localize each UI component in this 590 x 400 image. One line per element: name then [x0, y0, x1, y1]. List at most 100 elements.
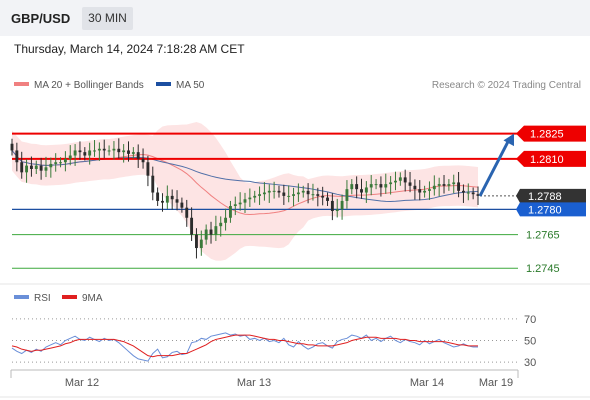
candle-body [248, 197, 252, 200]
candle-body [243, 199, 247, 203]
candle-body [335, 209, 339, 212]
candle-body [471, 192, 475, 195]
legend-ma9-label: 9MA [82, 293, 103, 304]
candle-body [44, 167, 48, 171]
candle-body [63, 158, 67, 163]
candle-body [122, 150, 126, 153]
candle-body [88, 150, 92, 156]
last-price-tag [516, 188, 586, 203]
candle-body [384, 184, 388, 188]
candle-body [452, 182, 456, 185]
candle-body [141, 158, 145, 163]
support-label: 1.2765 [526, 230, 560, 242]
candle-body [190, 217, 194, 235]
candle-body [127, 150, 130, 154]
candle-body [224, 217, 228, 223]
candle-body [15, 150, 19, 163]
candle-body [457, 182, 461, 191]
candle-body [83, 152, 87, 156]
candle-body [219, 222, 223, 227]
candle-body [432, 185, 436, 190]
ma50-swatch [156, 82, 171, 87]
candle-body [403, 177, 407, 183]
candle-body [296, 192, 300, 195]
candle-body [330, 200, 334, 212]
candle-body [437, 184, 441, 186]
candle-body [389, 182, 393, 185]
candle-body [282, 192, 286, 196]
candle-body [253, 195, 257, 198]
candle-body [199, 239, 203, 249]
candle-body [175, 199, 179, 203]
rsi-swatch [14, 295, 29, 300]
support-label: 1.2745 [526, 263, 560, 275]
datetime: Thursday, March 14, 2024 7:18:28 AM CET [14, 42, 245, 56]
candle-body [117, 148, 121, 153]
ma20-swatch [14, 82, 29, 87]
candle-body [102, 148, 106, 151]
candle-body [423, 190, 427, 193]
candle-body [165, 195, 169, 203]
candle-body [97, 148, 101, 151]
candle-body [107, 150, 111, 152]
candle-body [311, 194, 315, 196]
candle-body [262, 192, 266, 195]
candle-body [238, 202, 242, 205]
legend-ma20-label: MA 20 + Bollinger Bands [34, 80, 144, 91]
rsi-ma-line [11, 334, 478, 358]
candle-body [204, 229, 208, 240]
candle-body [34, 165, 38, 169]
candle-body [306, 190, 310, 195]
rsi-tick-label: 50 [524, 336, 536, 348]
forecast-arrow-line [478, 140, 510, 197]
legend-ma50-label: MA 50 [176, 80, 205, 91]
candle-body [195, 234, 198, 249]
last-price-label: 1.2788 [528, 191, 562, 203]
candle-body [209, 229, 213, 235]
candle-body [301, 190, 305, 193]
candle-body [413, 185, 417, 190]
candle-body [39, 165, 43, 171]
candle-body [112, 148, 116, 151]
candle-body [345, 189, 349, 201]
candle-body [461, 190, 465, 193]
ma9-swatch [62, 295, 77, 300]
candle-body [78, 150, 82, 153]
candle-body [180, 202, 184, 208]
research-credit: Research © 2024 Trading Central [431, 80, 581, 91]
candle-body [316, 194, 320, 196]
candle-body [379, 184, 383, 188]
candle-body [151, 175, 155, 193]
candle-body [258, 194, 262, 196]
x-tick-label: Mar 14 [410, 377, 444, 389]
resistance-tag [516, 125, 586, 142]
candle-body [355, 184, 359, 190]
candle-body [340, 200, 344, 210]
candle-body [156, 192, 160, 201]
candle-body [277, 190, 281, 193]
candle-body [447, 184, 451, 186]
candle-body [394, 180, 397, 183]
resistance-label: 1.2810 [530, 154, 564, 166]
candle-body [267, 190, 271, 193]
bollinger-band [12, 122, 478, 261]
candle-body [93, 150, 96, 152]
candle-body [54, 162, 58, 164]
candle-body [146, 162, 150, 176]
candle-body [272, 190, 276, 192]
rsi-line [11, 332, 478, 362]
legend-ma50: MA 50 [156, 80, 204, 91]
candle-body [287, 195, 291, 197]
candle-body [292, 194, 295, 196]
candle-body [476, 194, 480, 196]
candle-body [59, 162, 62, 164]
currency-pair: GBP/USD [11, 11, 71, 26]
candle-body [228, 205, 232, 218]
candle-body [170, 195, 174, 200]
candle-body [161, 200, 164, 203]
candle-body [360, 189, 363, 193]
candle-body [10, 143, 14, 151]
timeframe-button[interactable]: 30 MIN [82, 7, 133, 30]
